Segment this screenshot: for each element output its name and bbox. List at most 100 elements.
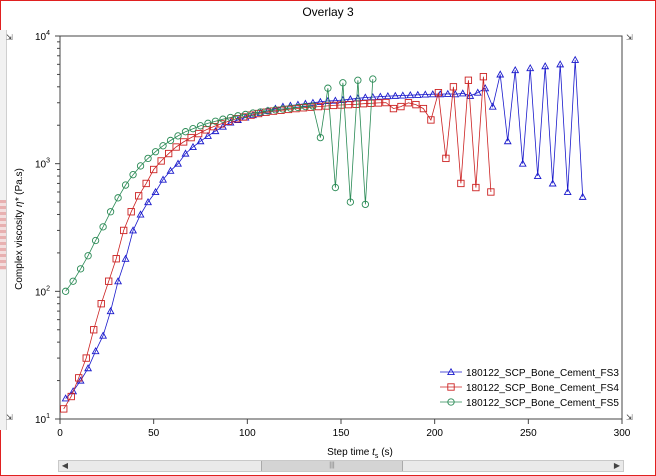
legend-label-3: 180122_SCP_Bone_Cement_FS5 (466, 398, 619, 409)
y-tick-label: 103 (35, 158, 50, 171)
data-point-series-3 (219, 115, 227, 123)
data-point-series-2 (284, 105, 293, 114)
data-point-series-2 (194, 129, 203, 138)
data-point-series-2 (307, 103, 315, 111)
data-point-series-1 (398, 91, 407, 99)
data-point-series-1 (308, 98, 317, 106)
data-point-series-2 (120, 226, 128, 235)
data-point-series-3 (264, 107, 272, 115)
data-point-series-1 (511, 66, 520, 74)
data-point-series-3 (114, 194, 122, 202)
data-point-series-1 (413, 90, 422, 98)
data-point-series-3 (174, 132, 182, 140)
data-point-series-1 (481, 84, 490, 92)
corner-marker-top-left: ⇲ (6, 33, 13, 42)
data-point-series-1 (114, 277, 123, 285)
data-point-series-1 (136, 210, 145, 218)
data-point-series-3 (324, 84, 332, 92)
data-point-series-3 (76, 265, 85, 273)
data-point-series-1 (189, 142, 197, 151)
x-tick-label: 250 (520, 428, 537, 439)
data-point-series-2 (397, 102, 405, 111)
data-point-series-3 (361, 200, 370, 209)
data-point-series-2 (202, 126, 210, 134)
legend-label-2: 180122_SCP_Bone_Cement_FS4 (466, 383, 619, 394)
data-point-series-3 (151, 148, 160, 156)
x-tick-label: 0 (57, 428, 63, 439)
data-point-series-2 (157, 157, 165, 165)
data-point-series-2 (247, 111, 255, 119)
data-point-series-2 (209, 122, 218, 131)
data-point-series-1 (541, 62, 550, 70)
y-axis-label: Complex viscosity η* (Pa.s) (14, 168, 25, 290)
left-panel-grip[interactable] (0, 200, 6, 270)
data-point-series-2 (442, 154, 450, 163)
data-point-series-1 (174, 159, 182, 167)
series-layer (60, 55, 587, 413)
legend: 180122_SCP_Bone_Cement_FS3 180122_SCP_Bon… (440, 367, 619, 409)
data-point-series-2 (165, 149, 173, 158)
data-point-series-1 (428, 90, 437, 98)
left-panel-strip (0, 30, 7, 430)
data-point-series-1 (488, 102, 497, 110)
data-point-series-1 (151, 187, 160, 195)
legend-marker-3 (447, 398, 455, 406)
data-point-series-3 (234, 112, 242, 120)
scroll-right-arrow-icon[interactable]: ▶ (613, 461, 621, 470)
data-point-series-1 (316, 97, 325, 105)
data-point-series-2 (344, 100, 353, 109)
data-point-series-2 (329, 101, 338, 110)
data-point-series-1 (443, 89, 452, 97)
data-point-series-1 (331, 96, 340, 104)
data-point-series-2 (419, 104, 428, 113)
data-point-series-3 (61, 287, 70, 295)
data-point-series-1 (69, 387, 78, 395)
data-point-series-3 (346, 198, 355, 206)
legend-label-1: 180122_SCP_Bone_Cement_FS3 (466, 368, 619, 379)
data-point-series-2 (389, 104, 398, 113)
corner-marker-top-right: ⇲ (626, 33, 633, 42)
data-point-series-2 (299, 104, 308, 112)
chart-title: Overlay 3 (302, 5, 354, 19)
data-point-series-2 (359, 100, 368, 108)
data-point-series-3 (144, 154, 152, 163)
legend-marker-1 (447, 367, 455, 376)
data-point-series-2 (464, 76, 473, 84)
data-point-series-2 (487, 188, 495, 196)
scroll-left-arrow-icon[interactable]: ◀ (61, 461, 69, 470)
data-point-series-3 (271, 106, 280, 114)
data-point-series-1 (578, 192, 587, 200)
data-point-series-1 (571, 55, 580, 63)
data-point-series-3 (309, 102, 317, 110)
data-point-series-2 (67, 392, 75, 401)
data-point-series-1 (106, 306, 115, 315)
data-point-series-3 (99, 223, 107, 231)
scroll-thumb[interactable]: ||| (261, 461, 403, 471)
data-point-series-2 (472, 183, 480, 192)
data-point-series-1 (99, 331, 108, 339)
x-tick-label: 50 (148, 428, 160, 439)
data-point-series-1 (376, 92, 385, 100)
data-point-series-3 (121, 181, 130, 189)
data-point-series-2 (150, 165, 158, 174)
data-point-series-1 (166, 166, 175, 174)
data-point-series-2 (172, 143, 180, 151)
data-point-series-2 (382, 98, 390, 107)
data-point-series-1 (383, 92, 392, 100)
data-point-series-2 (262, 108, 270, 116)
data-point-series-3 (204, 119, 212, 127)
horizontal-scrollbar[interactable]: ◀ ||| ▶ (58, 460, 624, 472)
plot-area (59, 35, 623, 420)
y-tick-label: 101 (35, 413, 50, 426)
data-point-series-1 (458, 89, 467, 97)
x-axis-label: Step time ts (s) (327, 447, 393, 460)
data-point-series-2 (277, 106, 285, 114)
series-line-3 (65, 79, 374, 292)
legend-marker-2 (447, 383, 455, 391)
data-point-series-3 (106, 208, 115, 216)
data-point-series-1 (391, 91, 400, 99)
x-tick-label: 300 (614, 428, 631, 439)
data-point-series-1 (129, 226, 138, 234)
data-point-series-1 (84, 364, 93, 372)
